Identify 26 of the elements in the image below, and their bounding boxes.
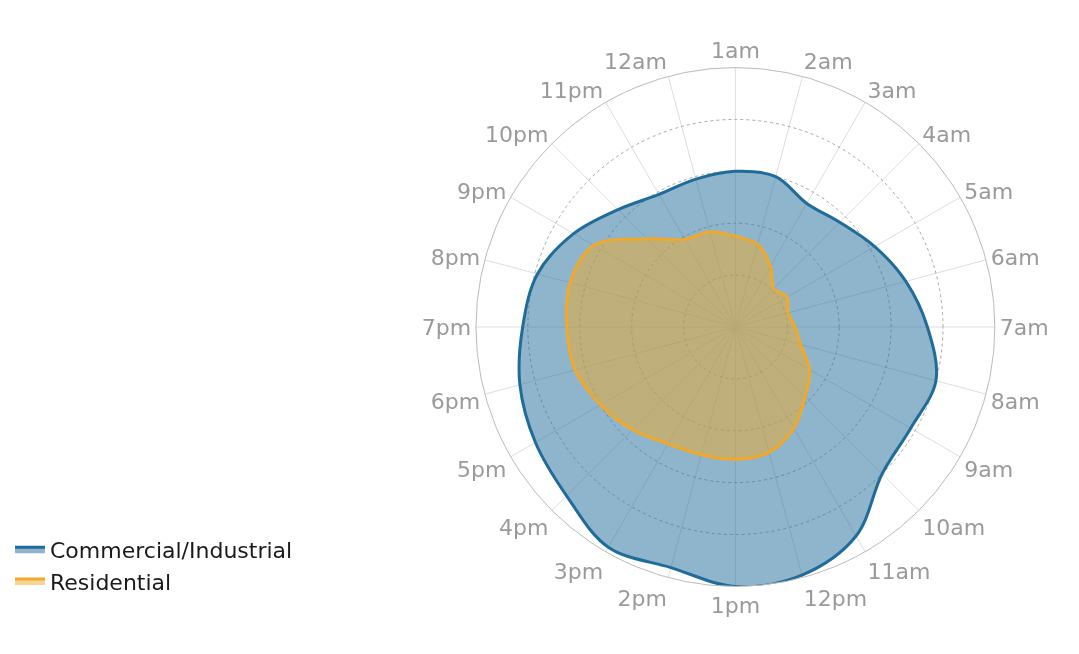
spoke-label: 9am [964, 456, 1014, 482]
spoke-label: 10pm [485, 122, 549, 148]
spoke-label: 5pm [457, 456, 507, 482]
spoke-label: 6am [990, 244, 1040, 270]
spoke-label: 12pm [803, 585, 868, 611]
spoke-label: 11pm [539, 78, 604, 104]
spoke-label: 11am [867, 558, 931, 584]
spoke-label: 3am [867, 78, 917, 104]
legend-label: Residential [50, 569, 172, 595]
spoke-label: 2pm [617, 585, 667, 611]
spoke-label: 1pm [710, 593, 761, 619]
spoke-label: 2am [803, 49, 853, 75]
spoke-label: 5am [964, 179, 1014, 205]
spoke-label: 4am [922, 122, 972, 148]
spoke-label: 9pm [457, 179, 507, 205]
spoke-label: 3pm [553, 558, 604, 584]
spoke-label: 7pm [421, 314, 472, 340]
spoke-label: 8am [990, 388, 1040, 414]
legend-label: Commercial/Industrial [50, 537, 293, 563]
spoke-label: 6pm [430, 388, 481, 414]
spoke-label: 12am [604, 49, 667, 75]
spoke-label: 10am [922, 514, 986, 540]
spoke-label: 8pm [430, 244, 481, 270]
spoke-label: 7am [999, 314, 1049, 340]
spoke-label: 1am [710, 38, 760, 64]
spoke-label: 4pm [499, 514, 549, 540]
